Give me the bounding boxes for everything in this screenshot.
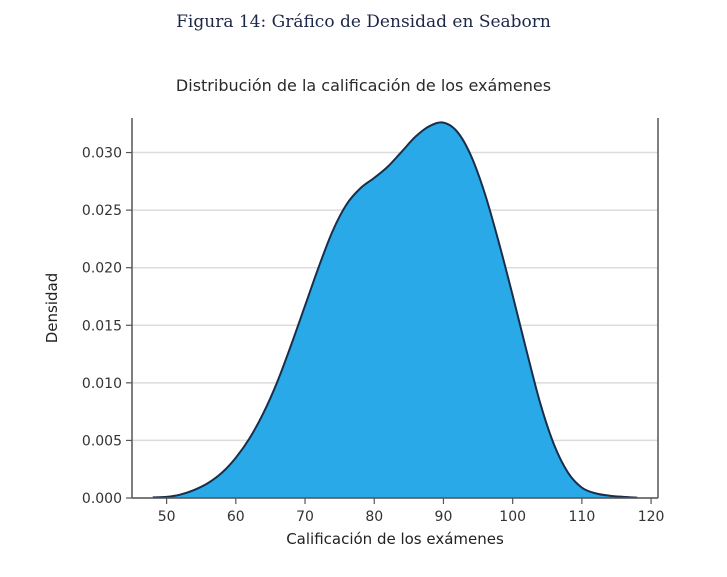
x-tick-label: 100 [499,509,526,525]
density-area [152,121,638,499]
y-tick-label: 0.020 [82,261,122,277]
x-tick-label: 70 [296,509,314,525]
x-tick-label: 50 [158,509,176,525]
x-tick-label: 90 [435,509,453,525]
x-tick-label: 110 [569,509,596,525]
density-line [152,121,638,499]
y-tick-label: 0.025 [82,203,122,219]
y-axis-label: Densidad [43,273,61,344]
y-axis-ticks: 0.000 0.005 0.010 0.015 0.020 0.025 0.030 [82,146,132,507]
figure-caption: Figura 14: Gráfico de Densidad en Seabor… [176,12,551,32]
x-tick-label: 120 [638,509,665,525]
x-axis-ticks: 50 60 70 80 90 100 110 120 [158,498,665,525]
y-tick-label: 0.005 [82,433,122,449]
x-axis-label: Calificación de los exámenes [286,530,504,548]
x-tick-label: 60 [227,509,245,525]
y-tick-label: 0.015 [82,318,122,334]
y-tick-label: 0.010 [82,376,122,392]
density-fill [152,122,638,499]
chart-frame [131,118,659,499]
y-tick-label: 0.000 [82,491,122,507]
chart-title: Distribución de la calificación de los e… [175,76,552,95]
x-tick-label: 80 [365,509,383,525]
y-tick-label: 0.030 [82,146,122,162]
